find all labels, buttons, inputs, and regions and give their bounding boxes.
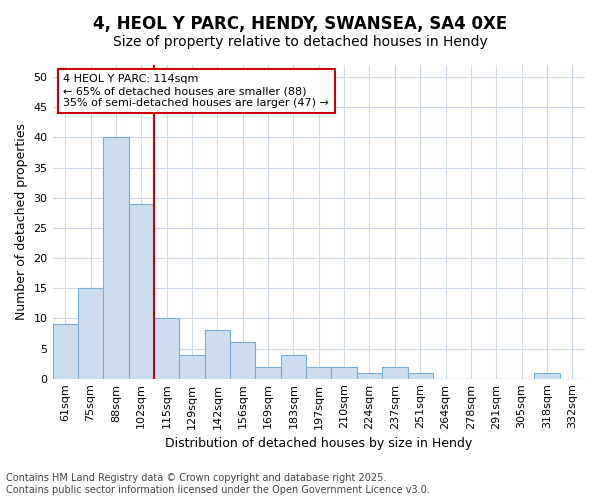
Text: 4 HEOL Y PARC: 114sqm
← 65% of detached houses are smaller (88)
35% of semi-deta: 4 HEOL Y PARC: 114sqm ← 65% of detached … (63, 74, 329, 108)
Text: 4, HEOL Y PARC, HENDY, SWANSEA, SA4 0XE: 4, HEOL Y PARC, HENDY, SWANSEA, SA4 0XE (93, 15, 507, 33)
Bar (78, 288, 103, 378)
Bar (205, 330, 230, 378)
Y-axis label: Number of detached properties: Number of detached properties (15, 124, 28, 320)
Bar (128, 204, 154, 378)
Text: Contains HM Land Registry data © Crown copyright and database right 2025.
Contai: Contains HM Land Registry data © Crown c… (6, 474, 430, 495)
Bar (357, 372, 382, 378)
Bar (382, 366, 407, 378)
Bar (230, 342, 256, 378)
Bar (534, 372, 560, 378)
Bar (306, 366, 331, 378)
Bar (154, 318, 179, 378)
Text: Size of property relative to detached houses in Hendy: Size of property relative to detached ho… (113, 35, 487, 49)
Bar (407, 372, 433, 378)
Bar (281, 354, 306, 378)
Bar (103, 138, 128, 378)
Bar (331, 366, 357, 378)
Bar (53, 324, 78, 378)
Bar (179, 354, 205, 378)
Bar (256, 366, 281, 378)
X-axis label: Distribution of detached houses by size in Hendy: Distribution of detached houses by size … (165, 437, 472, 450)
